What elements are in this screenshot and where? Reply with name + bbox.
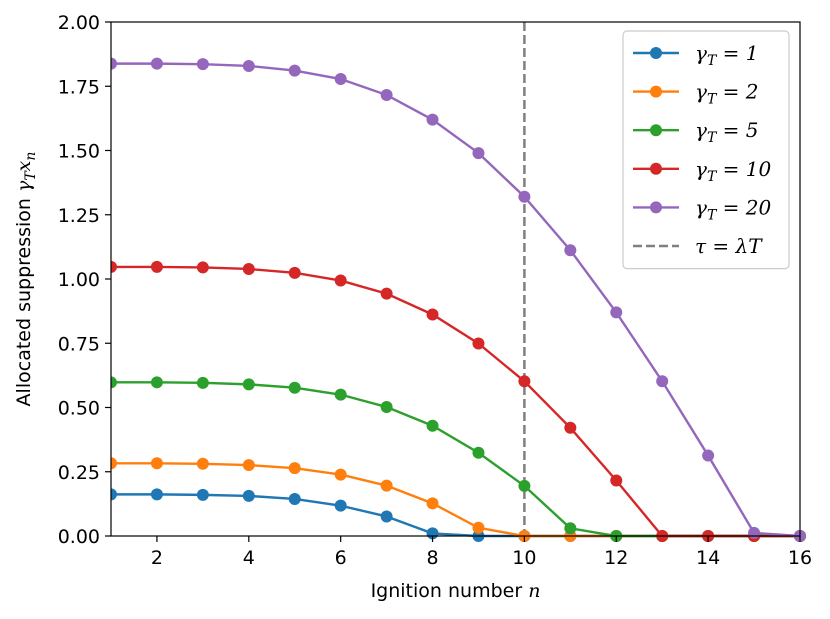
legend-label-1: γT = 1 xyxy=(695,41,759,69)
x-tick-label-12: 12 xyxy=(604,547,628,569)
legend-label-4: γT = 10 xyxy=(695,157,771,185)
legend-marker-1 xyxy=(650,47,662,59)
legend-label-reference: τ = λT xyxy=(695,234,763,258)
data-point-s5-13 xyxy=(656,375,669,388)
data-point-s2-3 xyxy=(196,457,209,470)
data-point-s3-5 xyxy=(288,381,301,394)
y-tick-label-7: 1.75 xyxy=(58,76,100,98)
data-point-s2-7 xyxy=(380,479,393,492)
data-point-s2-6 xyxy=(334,468,347,481)
data-point-s3-3 xyxy=(196,376,209,389)
data-point-s1-6 xyxy=(334,499,347,512)
x-tick-label-14: 14 xyxy=(696,547,720,569)
data-point-s1-5 xyxy=(288,492,301,505)
data-point-s2-1 xyxy=(111,457,117,470)
y-tick-label-0: 0.00 xyxy=(58,526,100,548)
data-point-s5-4 xyxy=(242,59,255,72)
legend-marker-3 xyxy=(650,124,662,137)
data-point-s4-4 xyxy=(242,262,255,275)
data-point-s4-5 xyxy=(288,266,301,279)
data-point-s5-9 xyxy=(472,147,485,160)
y-tick-label-2: 0.50 xyxy=(58,398,100,420)
data-point-s4-11 xyxy=(564,421,577,434)
data-point-s3-9 xyxy=(472,446,485,459)
axes: 2 4 6 8 10 12 14 16 0.00 0.25 0.50 0.75 1.00 1.25 1.50… xyxy=(13,12,812,602)
y-tick-label-1: 0.25 xyxy=(58,462,100,484)
data-point-s2-8 xyxy=(426,497,439,510)
data-point-s4-3 xyxy=(196,261,209,274)
data-point-s4-7 xyxy=(380,287,393,300)
x-tick-label-8: 8 xyxy=(426,547,438,569)
y-tick-label-4: 1.00 xyxy=(58,269,100,291)
data-point-s3-11 xyxy=(564,522,577,535)
data-point-s2-2 xyxy=(150,457,163,470)
data-point-s4-12 xyxy=(610,474,623,487)
data-point-s5-3 xyxy=(196,58,209,71)
data-point-s5-1 xyxy=(111,57,117,70)
data-point-s4-1 xyxy=(111,260,117,273)
x-tick-label-4: 4 xyxy=(243,547,255,569)
data-point-s1-4 xyxy=(242,489,255,502)
series-line-5 xyxy=(111,62,801,538)
data-point-s5-7 xyxy=(380,88,393,101)
data-point-s5-14 xyxy=(702,449,715,462)
data-point-s3-6 xyxy=(334,388,347,401)
legend-label-3: γT = 5 xyxy=(695,118,759,146)
data-point-s5-6 xyxy=(334,73,347,86)
data-point-s3-2 xyxy=(150,376,163,389)
data-point-s5-15 xyxy=(748,526,761,539)
data-point-s1-3 xyxy=(196,488,209,501)
series-line-3 xyxy=(111,381,800,538)
data-point-s2-4 xyxy=(242,459,255,472)
data-point-s5-2 xyxy=(150,57,163,70)
data-point-s5-8 xyxy=(426,113,439,126)
legend-marker-5 xyxy=(650,201,662,214)
legend-label-5: γT = 20 xyxy=(695,195,771,223)
data-point-s4-2 xyxy=(150,260,163,273)
series-line-2 xyxy=(111,462,800,538)
data-point-s4-6 xyxy=(334,274,347,287)
data-point-s5-5 xyxy=(288,64,301,77)
y-tick-label-6: 1.50 xyxy=(58,141,100,163)
data-point-s3-1 xyxy=(111,376,117,389)
data-point-s3-8 xyxy=(426,419,439,432)
legend-marker-2 xyxy=(650,85,662,98)
data-point-s1-2 xyxy=(150,488,163,501)
data-point-s4-9 xyxy=(472,337,485,350)
data-point-s1-7 xyxy=(380,510,393,523)
data-point-s2-9 xyxy=(472,521,485,534)
x-tick-label-10: 10 xyxy=(512,547,536,569)
data-point-s2-5 xyxy=(288,462,301,475)
legend: γT = 1 γT = 2 γT = 5 γT = 10 γT = 20 τ = λT xyxy=(622,30,790,270)
y-tick-label-8: 2.00 xyxy=(58,12,100,34)
x-tick-label-6: 6 xyxy=(335,547,347,569)
data-point-s3-4 xyxy=(242,378,255,391)
y-tick-label-5: 1.25 xyxy=(58,205,100,227)
data-point-s4-8 xyxy=(426,308,439,321)
y-axis-label: Allocated suppression γTxn xyxy=(13,152,39,407)
x-tick-label-2: 2 xyxy=(151,547,163,569)
legend-marker-4 xyxy=(650,162,662,175)
data-point-s3-7 xyxy=(380,400,393,413)
x-axis-label: Ignition number n xyxy=(371,580,541,602)
data-point-s5-10 xyxy=(518,190,531,203)
x-tick-label-16: 16 xyxy=(788,547,812,569)
data-point-s4-10 xyxy=(518,375,531,388)
legend-label-2: γT = 2 xyxy=(695,80,759,108)
data-point-s5-12 xyxy=(610,306,623,319)
data-point-s5-11 xyxy=(564,244,577,257)
data-point-s3-10 xyxy=(518,479,531,492)
y-tick-label-3: 0.75 xyxy=(58,333,100,355)
data-point-s1-1 xyxy=(111,488,117,501)
